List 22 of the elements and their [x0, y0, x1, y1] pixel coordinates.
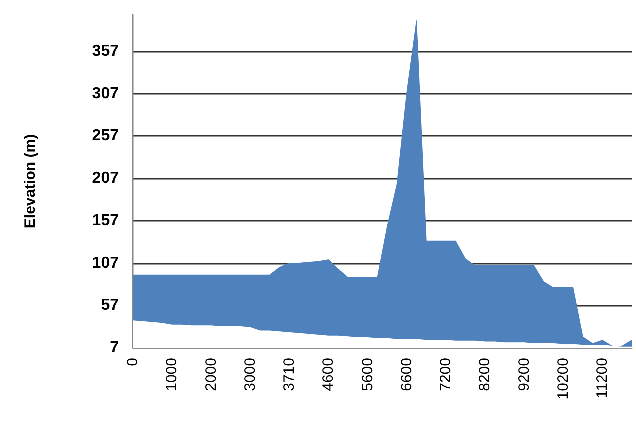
- x-tick-label: 5600: [359, 358, 376, 392]
- x-tick-label: 9200: [516, 358, 533, 392]
- y-axis-title: Elevation (m): [22, 134, 39, 229]
- y-tick-label: 207: [92, 170, 120, 188]
- y-tick-label: 57: [101, 297, 120, 314]
- y-tick-label: 157: [92, 212, 120, 230]
- x-tick-label: 11200: [594, 358, 612, 399]
- x-tick-label: 2000: [202, 358, 220, 392]
- x-tick-label: 4600: [320, 358, 338, 392]
- y-tick-label: 257: [92, 128, 120, 145]
- x-tick-label: 7200: [438, 358, 455, 392]
- x-tick-label: 0: [124, 358, 142, 366]
- y-tick-label: 307: [92, 85, 120, 102]
- x-tick-label: 10200: [555, 358, 572, 400]
- x-tick-label: 1000: [164, 358, 181, 392]
- y-tick-label: 107: [92, 254, 120, 272]
- y-tick-label: 357: [92, 42, 120, 60]
- x-tick-label: 3710: [281, 358, 298, 392]
- x-tick-label: 8200: [476, 358, 494, 392]
- x-tick-label: 6600: [398, 358, 416, 392]
- x-tick-label: 3000: [242, 358, 259, 392]
- y-tick-label: 7: [110, 340, 120, 356]
